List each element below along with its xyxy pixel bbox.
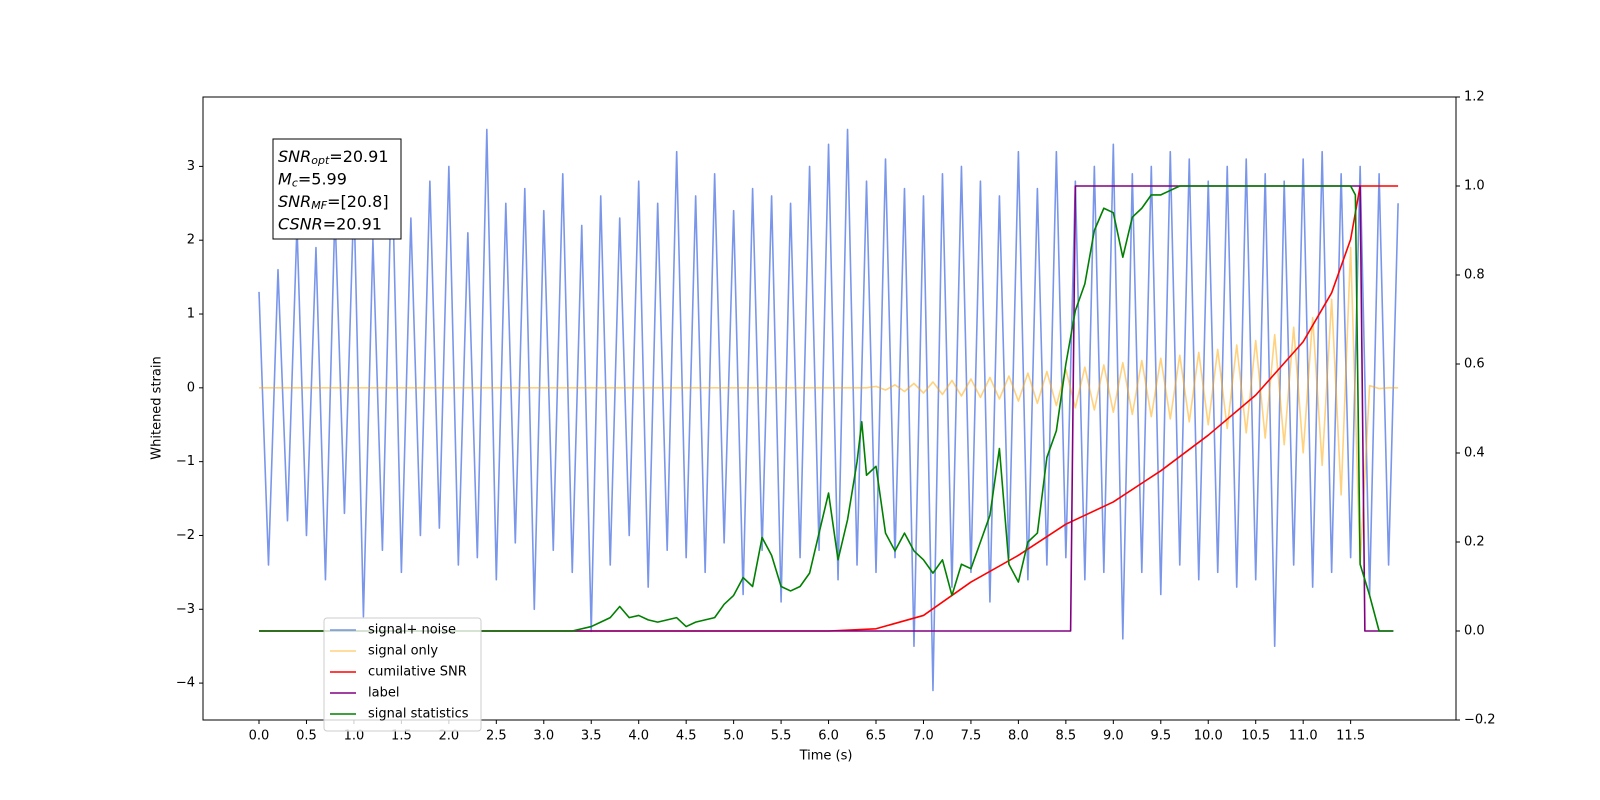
x-tick-label: 6.0 (818, 729, 839, 744)
y2-tick-label: 0.4 (1464, 446, 1485, 461)
y2-tick-label: 0.2 (1464, 535, 1485, 550)
annotation-symbol: SNR (278, 192, 311, 211)
x-tick-label: 8.5 (1056, 729, 1077, 744)
legend-label: cumilative SNR (368, 665, 467, 680)
x-tick-label: 8.0 (1008, 729, 1029, 744)
x-tick-label: 9.0 (1103, 729, 1124, 744)
annotation-symbol: CSNR (278, 214, 323, 233)
x-tick-label: 2.0 (439, 729, 460, 744)
x-tick-label: 2.5 (486, 729, 507, 744)
annotation-value: =[20.8] (327, 192, 389, 211)
x-tick-label: 5.0 (723, 729, 744, 744)
x-tick-label: 6.5 (866, 729, 887, 744)
x-tick-label: 10.5 (1241, 729, 1270, 744)
annotation-value: =20.91 (323, 214, 382, 233)
annotation: CSNR=20.91 (278, 214, 382, 233)
y2-tick-label: −0.2 (1464, 713, 1496, 728)
y-tick-label: 2 (187, 233, 195, 248)
x-tick-label: 1.0 (344, 729, 365, 744)
x-tick-label: 0.5 (296, 729, 317, 744)
series-line (259, 185, 1394, 632)
x-tick-label: 0.0 (249, 729, 270, 744)
x-tick-label: 7.0 (913, 729, 934, 744)
x-tick-label: 10.0 (1194, 729, 1223, 744)
y-tick-label: 3 (187, 159, 195, 174)
annotation-symbol: M (278, 169, 292, 188)
x-tick-label: 3.5 (581, 729, 602, 744)
x-tick-label: 5.5 (771, 729, 792, 744)
y-tick-label: −4 (176, 676, 195, 691)
legend-label: signal statistics (368, 707, 469, 722)
y-tick-label: −1 (176, 454, 195, 469)
annotation: SNRMF=[20.8] (278, 192, 389, 213)
annotation-symbol: SNR (278, 147, 311, 166)
legend-box (323, 617, 482, 732)
annotation: Mc=5.99 (278, 169, 347, 190)
x-tick-label: 11.5 (1336, 729, 1365, 744)
y-axis-label: Whitened strain (150, 356, 165, 459)
annotation-subscript: c (292, 177, 298, 190)
y2-tick-label: 0.0 (1464, 624, 1485, 639)
x-tick-label: 4.0 (628, 729, 649, 744)
legend-label: signal+ noise (368, 623, 456, 638)
x-tick-label: 9.5 (1150, 729, 1171, 744)
annotation-value: =20.91 (329, 147, 388, 166)
legend-label: signal only (368, 644, 438, 659)
annotation-subscript: opt (311, 154, 330, 167)
y-tick-label: 1 (187, 307, 195, 322)
series-line (258, 128, 1399, 692)
x-axis-label: Time (s) (799, 749, 853, 764)
axes-frame (202, 96, 1457, 721)
y2-tick-label: 0.6 (1464, 357, 1485, 372)
x-tick-label: 4.5 (676, 729, 697, 744)
x-tick-label: 3.0 (533, 729, 554, 744)
x-tick-label: 1.5 (391, 729, 412, 744)
x-tick-label: 11.0 (1289, 729, 1318, 744)
annotation: SNRopt=20.91 (278, 147, 389, 168)
series-line (259, 185, 1399, 632)
y-tick-label: 0 (187, 380, 195, 395)
annotation-box (272, 138, 402, 240)
plot-area (258, 128, 1399, 692)
annotation-subscript: MF (311, 199, 327, 212)
series-line (259, 246, 1399, 566)
y2-tick-label: 0.8 (1464, 268, 1485, 283)
x-tick-label: 7.5 (961, 729, 982, 744)
y2-tick-label: 1.0 (1464, 179, 1485, 194)
annotation-value: =5.99 (298, 169, 347, 188)
y-tick-label: −2 (176, 528, 195, 543)
legend-label: label (368, 686, 399, 701)
y-tick-label: −3 (176, 602, 195, 617)
y2-tick-label: 1.2 (1464, 90, 1485, 105)
